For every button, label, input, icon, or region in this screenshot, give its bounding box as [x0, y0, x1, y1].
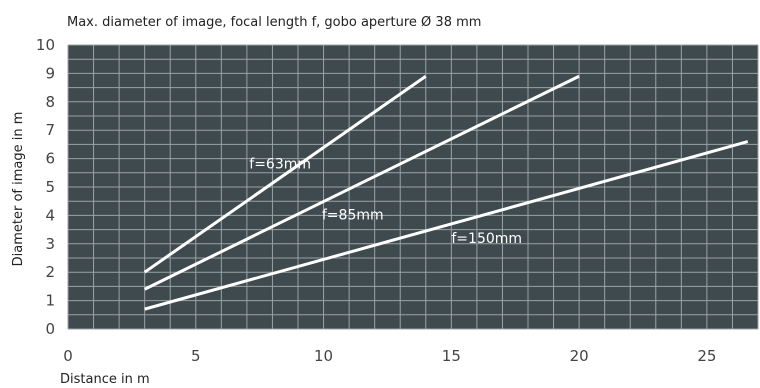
y-tick-label: 3	[45, 235, 55, 253]
chart-title: Max. diameter of image, focal length f, …	[67, 15, 481, 30]
y-tick-label: 6	[45, 150, 55, 168]
x-tick-label: 10	[314, 347, 333, 365]
x-tick-label: 20	[570, 347, 589, 365]
series-label-3: f=150mm	[451, 231, 522, 247]
y-tick-label: 7	[45, 121, 55, 139]
series-line-3	[144, 140, 749, 311]
y-tick-label: 8	[45, 93, 55, 111]
tick-labels: 0 5 10 15 20 25 0 1 2 3 4 5 6 7 8 9 10	[36, 36, 717, 365]
grid	[67, 44, 759, 330]
y-tick-label: 2	[45, 263, 55, 281]
y-tick-label: 4	[45, 206, 55, 224]
y-axis-title: Diameter of image in m	[11, 112, 26, 267]
x-tick-label: 5	[191, 347, 201, 365]
y-tick-label: 10	[36, 36, 55, 54]
x-tick-label: 15	[442, 347, 461, 365]
x-tick-label: 0	[63, 347, 73, 365]
x-tick-label: 25	[697, 347, 716, 365]
series-label-2: f=85mm	[322, 208, 384, 224]
series-lines	[143, 74, 749, 311]
series-labels: f=63mm f=85mm f=150mm	[249, 156, 522, 247]
y-tick-label: 0	[45, 320, 55, 338]
y-tick-label: 1	[45, 292, 55, 310]
series-line-1	[143, 75, 427, 274]
series-label-1: f=63mm	[249, 156, 311, 172]
y-tick-label: 9	[45, 64, 55, 82]
series-line-2	[144, 74, 580, 291]
x-axis-title: Distance in m	[60, 372, 150, 387]
y-tick-label: 5	[45, 178, 55, 196]
